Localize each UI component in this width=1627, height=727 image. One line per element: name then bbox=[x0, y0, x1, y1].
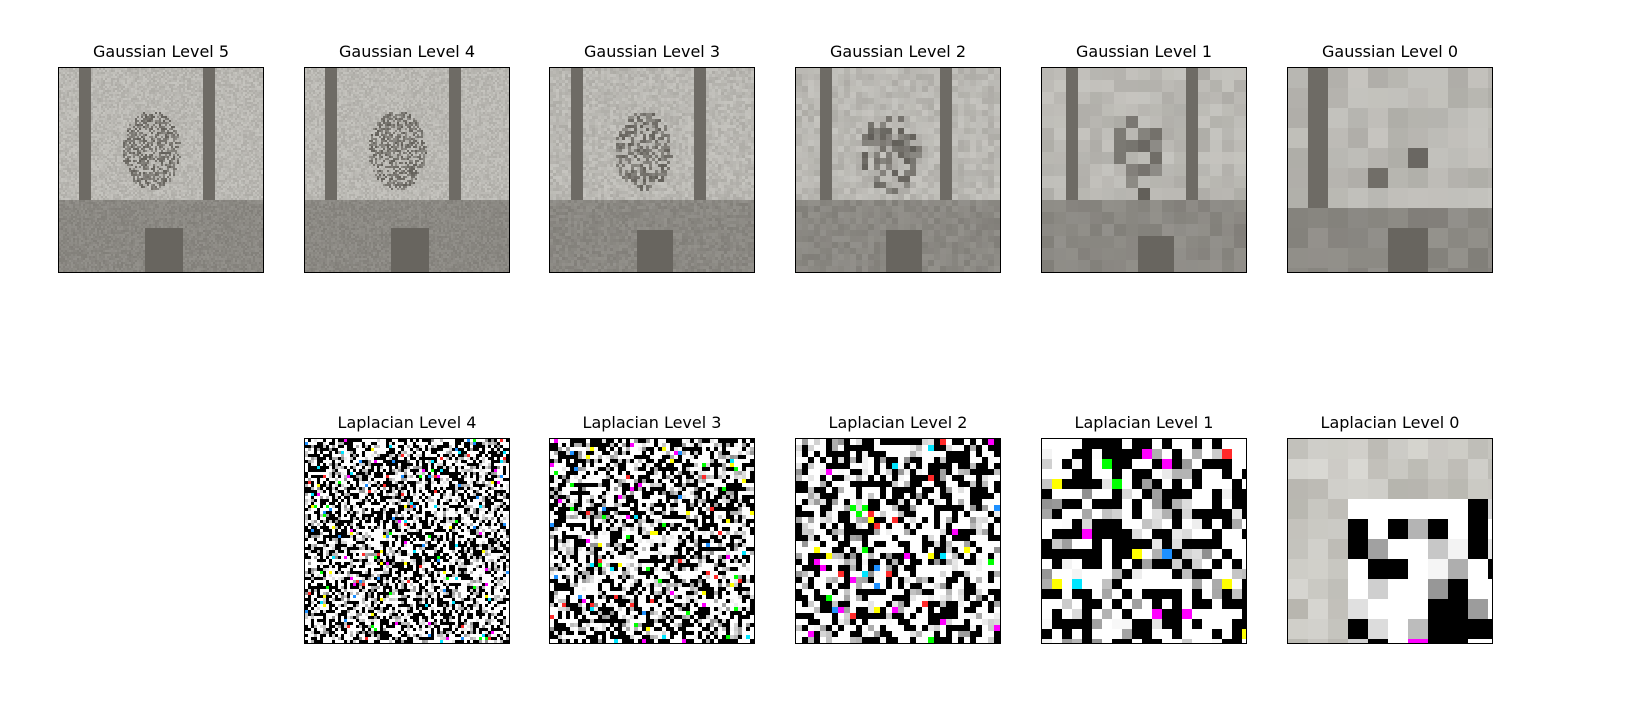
panel-title: Gaussian Level 3 bbox=[549, 42, 755, 62]
laplacian-texture bbox=[796, 439, 1000, 643]
laplacian-image-level-4 bbox=[304, 438, 510, 644]
gaussian-image-level-4 bbox=[304, 67, 510, 273]
laplacian-image-level-1 bbox=[1041, 438, 1247, 644]
gaussian-texture bbox=[305, 68, 509, 272]
laplacian-panel-3: Laplacian Level 3 bbox=[549, 411, 755, 645]
laplacian-panel-1: Laplacian Level 1 bbox=[1041, 411, 1247, 645]
gaussian-texture bbox=[1042, 68, 1246, 272]
laplacian-image-level-3 bbox=[549, 438, 755, 644]
panel-title: Laplacian Level 4 bbox=[304, 413, 510, 433]
gaussian-texture bbox=[550, 68, 754, 272]
gaussian-image-level-3 bbox=[549, 67, 755, 273]
gaussian-panel-4: Gaussian Level 4 bbox=[304, 40, 510, 274]
gaussian-image-level-5 bbox=[58, 67, 264, 273]
laplacian-texture bbox=[305, 439, 509, 643]
panel-title: Gaussian Level 0 bbox=[1287, 42, 1493, 62]
gaussian-texture bbox=[59, 68, 263, 272]
laplacian-image-level-0 bbox=[1287, 438, 1493, 644]
panel-title: Laplacian Level 0 bbox=[1287, 413, 1493, 433]
gaussian-image-level-1 bbox=[1041, 67, 1247, 273]
gaussian-panel-5: Gaussian Level 5 bbox=[58, 40, 264, 274]
gaussian-panel-3: Gaussian Level 3 bbox=[549, 40, 755, 274]
gaussian-image-level-2 bbox=[795, 67, 1001, 273]
laplacian-panel-4: Laplacian Level 4 bbox=[304, 411, 510, 645]
panel-title: Laplacian Level 1 bbox=[1041, 413, 1247, 433]
laplacian-image-level-2 bbox=[795, 438, 1001, 644]
laplacian-texture bbox=[550, 439, 754, 643]
panel-title: Gaussian Level 2 bbox=[795, 42, 1001, 62]
panel-title: Gaussian Level 1 bbox=[1041, 42, 1247, 62]
panel-title: Gaussian Level 4 bbox=[304, 42, 510, 62]
panel-title: Gaussian Level 5 bbox=[58, 42, 264, 62]
laplacian-texture bbox=[1042, 439, 1246, 643]
gaussian-panel-0: Gaussian Level 0 bbox=[1287, 40, 1493, 274]
gaussian-panel-1: Gaussian Level 1 bbox=[1041, 40, 1247, 274]
panel-title: Laplacian Level 3 bbox=[549, 413, 755, 433]
laplacian-texture bbox=[1288, 439, 1492, 643]
panel-title: Laplacian Level 2 bbox=[795, 413, 1001, 433]
laplacian-panel-2: Laplacian Level 2 bbox=[795, 411, 1001, 645]
laplacian-panel-0: Laplacian Level 0 bbox=[1287, 411, 1493, 645]
gaussian-texture bbox=[1288, 68, 1492, 272]
gaussian-image-level-0 bbox=[1287, 67, 1493, 273]
gaussian-panel-2: Gaussian Level 2 bbox=[795, 40, 1001, 274]
gaussian-texture bbox=[796, 68, 1000, 272]
